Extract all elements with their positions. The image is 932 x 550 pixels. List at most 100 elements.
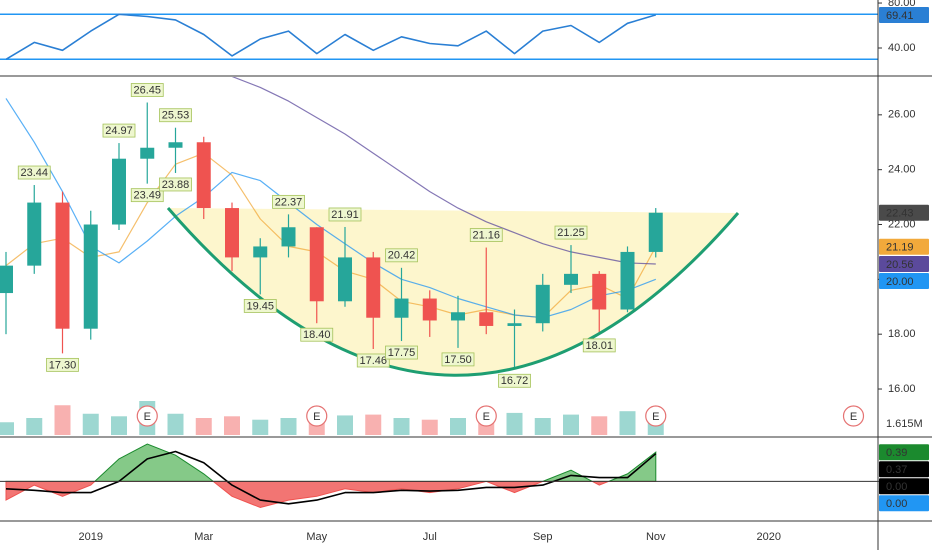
- candle-body: [366, 257, 381, 318]
- volume-bar: [82, 413, 99, 435]
- low-marker: [385, 345, 418, 360]
- moving-average: [231, 77, 656, 265]
- low-marker: [300, 327, 334, 342]
- price-pane: [0, 77, 664, 435]
- low-label: 23.49: [133, 190, 161, 202]
- earnings-label: E: [850, 411, 857, 423]
- low-marker: [498, 373, 531, 388]
- y-tick-label: 22.00: [888, 218, 916, 230]
- high-label: 20.42: [388, 250, 416, 262]
- earnings-marker: [842, 405, 865, 427]
- candle-body: [620, 251, 635, 310]
- earnings-marker: [306, 405, 328, 427]
- axes: 80.00 40.00 69.41 16.00 18.00 20.00 22.00 24.00…: [79, 0, 931, 543]
- price-badge-label: 21.19: [886, 242, 914, 254]
- volume-bar: [54, 405, 71, 435]
- volume-bar: [365, 414, 382, 435]
- price-badge: [879, 444, 929, 461]
- earnings-marker: [136, 405, 158, 427]
- volume-bar: [450, 418, 466, 435]
- volume-bar: [421, 419, 438, 435]
- x-tick-label: May: [306, 531, 327, 543]
- high-label: 21.91: [331, 209, 359, 221]
- candle-body: [394, 298, 409, 318]
- candle-body: [0, 265, 13, 294]
- candle-body: [253, 246, 268, 258]
- x-tick-label: Nov: [646, 531, 666, 543]
- low-label: 16.72: [501, 375, 529, 387]
- candle-body: [451, 312, 465, 321]
- candle-body: [168, 142, 183, 148]
- price-badge-label: 0.37: [886, 464, 907, 476]
- y-tick-label: 18.00: [888, 328, 916, 340]
- high-marker: [130, 83, 164, 97]
- low-label: 17.30: [49, 359, 77, 371]
- volume-bar: [111, 416, 127, 435]
- low-label: 23.88: [162, 179, 190, 191]
- volume-bar: [280, 418, 297, 435]
- price-badge: [879, 6, 929, 23]
- high-label: 24.97: [105, 125, 133, 137]
- low-label: 17.75: [388, 347, 416, 359]
- volume-bar: [224, 416, 240, 435]
- candle-body: [564, 273, 578, 285]
- high-label: 26.45: [133, 84, 161, 96]
- y-tick-label: 16.00: [888, 383, 916, 395]
- x-tick-label: Mar: [194, 531, 213, 543]
- y-tick-label: 40.00: [888, 42, 916, 54]
- candle-body: [648, 212, 663, 252]
- volume-bar: [195, 418, 212, 435]
- low-marker: [46, 357, 79, 372]
- y-tick-label: 26.00: [888, 109, 916, 121]
- volume-bar: [0, 422, 14, 435]
- candle-body: [55, 202, 70, 329]
- rsi-pane: [0, 13, 878, 61]
- candle-body: [83, 224, 98, 329]
- candle-body: [112, 158, 126, 225]
- high-label: 25.53: [162, 110, 190, 122]
- x-tick-label: 2020: [757, 531, 781, 543]
- candle-body: [196, 142, 211, 209]
- volume-bar: [252, 419, 269, 435]
- low-label: 17.50: [444, 354, 472, 366]
- volume-bar: [337, 415, 353, 435]
- volume-bar: [619, 411, 636, 435]
- y-tick-label: 24.00: [888, 164, 916, 176]
- price-badge-label: 0.00: [886, 481, 907, 493]
- cup-curve: [166, 207, 740, 377]
- price-badge-label: 20.56: [886, 259, 914, 271]
- price-badge: [879, 461, 929, 478]
- macd-area-negative: [5, 481, 657, 509]
- high-label: 21.25: [557, 227, 585, 239]
- high-marker: [272, 194, 305, 209]
- low-marker: [356, 353, 390, 368]
- low-label: 17.46: [359, 355, 387, 367]
- macd-signal: [5, 450, 657, 505]
- high-label: 21.16: [472, 229, 500, 241]
- macd-pane: [0, 443, 878, 509]
- price-badge: [879, 495, 929, 512]
- low-label: 18.01: [585, 340, 613, 352]
- price-badge: [879, 238, 929, 255]
- candle-body: [309, 227, 324, 302]
- price-badge: [879, 478, 929, 495]
- earnings-label: E: [313, 411, 320, 423]
- price-badge-label: 0.39: [886, 447, 907, 459]
- high-marker: [102, 123, 136, 138]
- candle-body: [479, 312, 494, 326]
- volume-bar: [591, 416, 608, 435]
- volume-badge-label: 1.615M: [886, 418, 923, 430]
- high-marker: [554, 225, 588, 240]
- rsi-line: [5, 13, 657, 60]
- high-label: 23.44: [20, 167, 48, 179]
- high-marker: [385, 248, 418, 263]
- price-badge-label: 0.00: [886, 498, 907, 510]
- high-marker: [159, 108, 192, 123]
- candle-body: [507, 323, 522, 326]
- candle-body: [225, 208, 239, 258]
- low-marker: [243, 299, 277, 313]
- price-badge-label: 69.41: [886, 10, 914, 22]
- y-tick-label: 80.00: [888, 0, 916, 9]
